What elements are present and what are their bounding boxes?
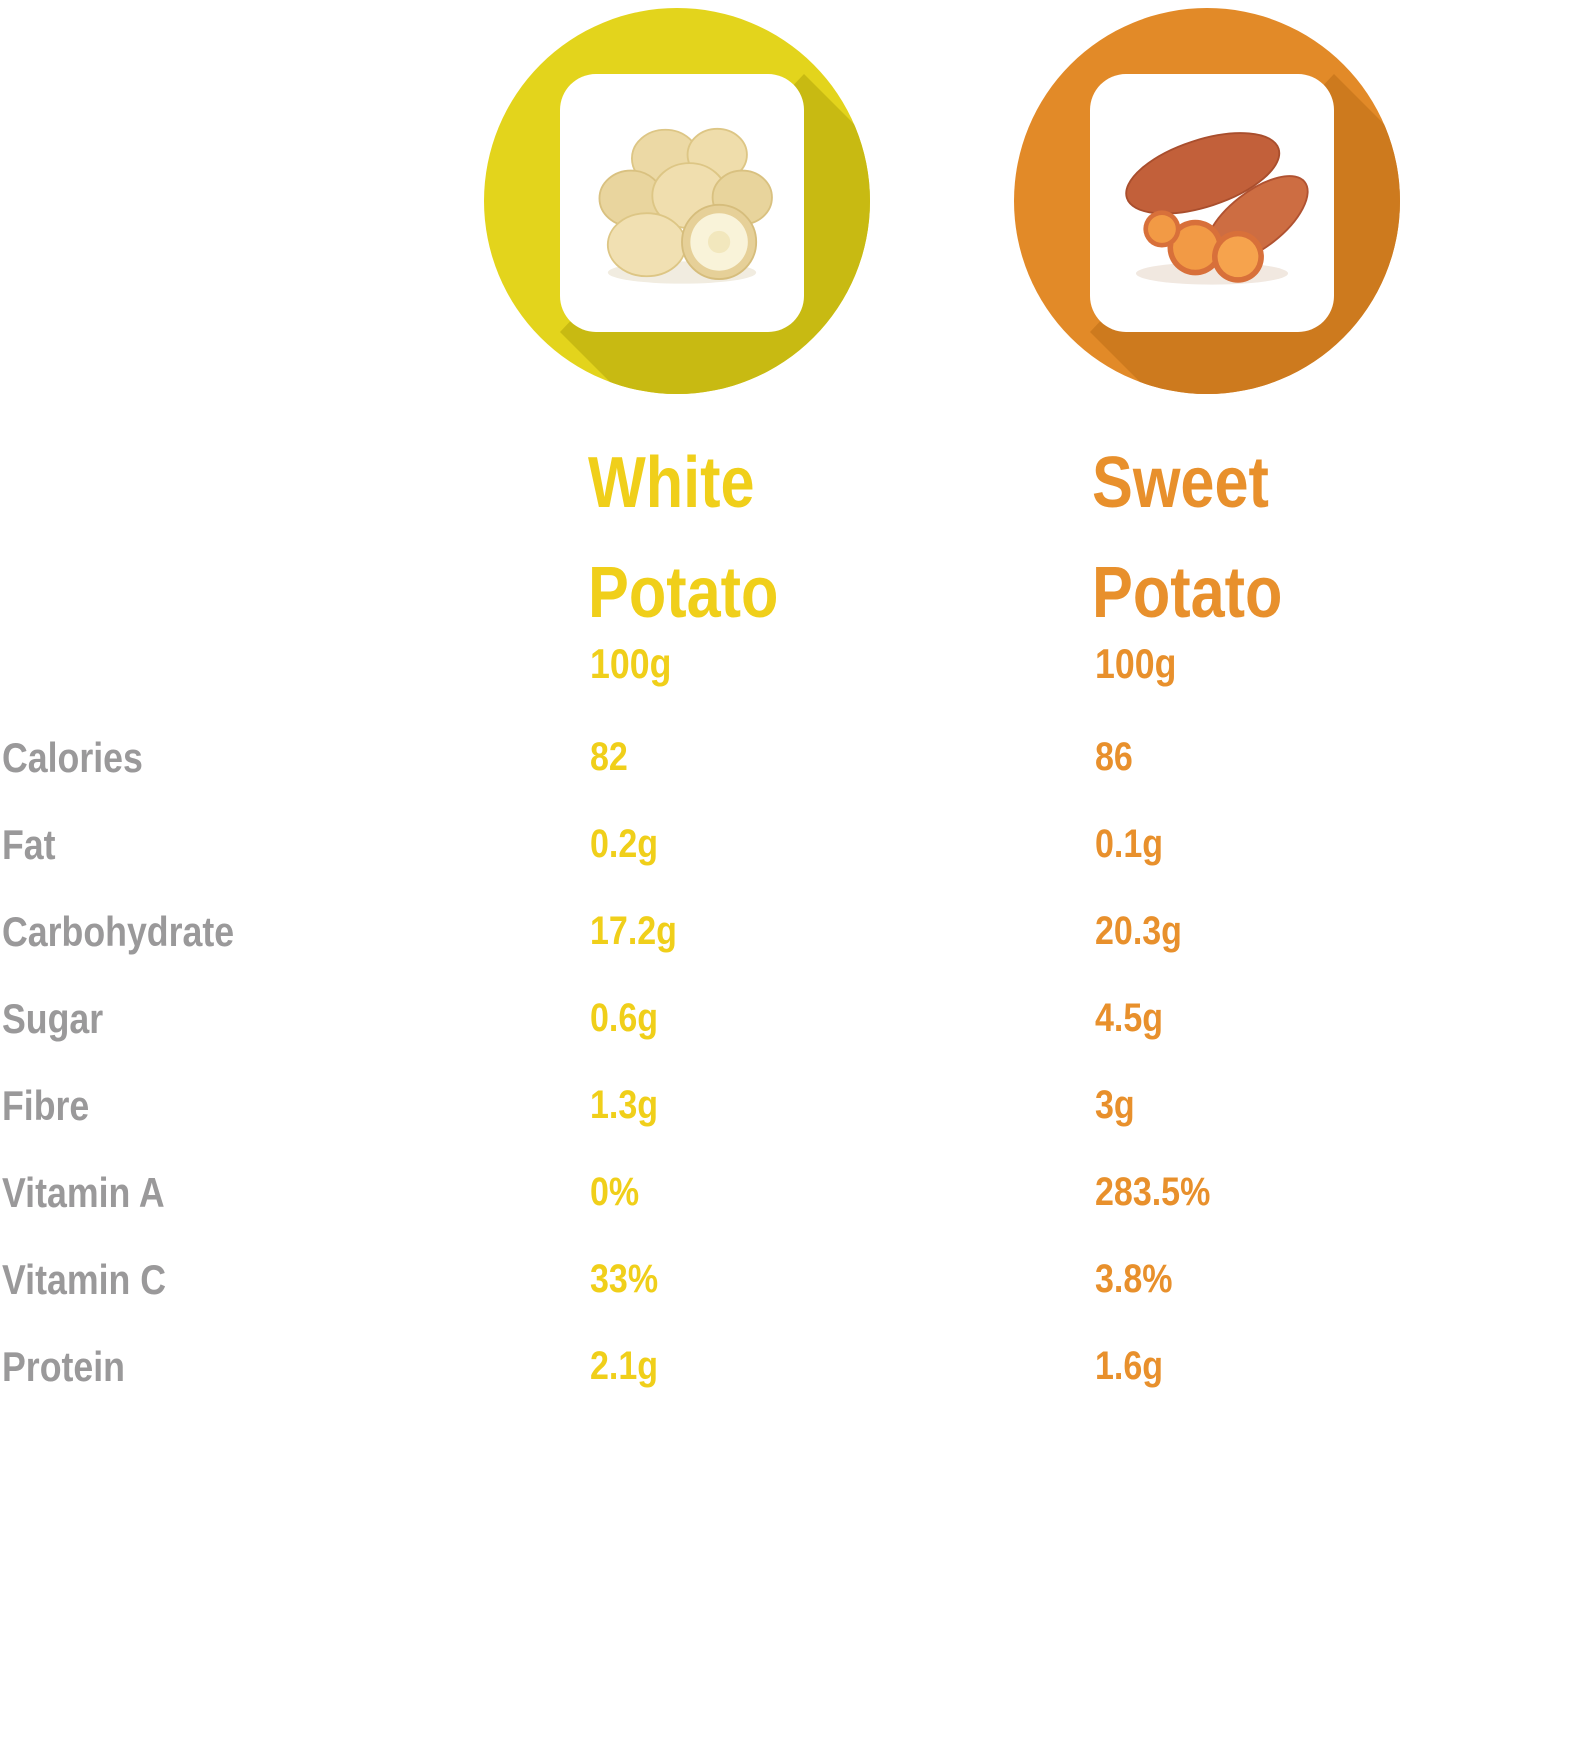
white-potato-photo-card — [560, 74, 804, 332]
row-label: Protein — [2, 1342, 125, 1390]
white-potato-value: 33% — [590, 1257, 659, 1301]
nutrition-table: Calories 82 86 Fat 0.2g 0.1g Carbohydrat… — [0, 714, 1580, 1410]
white-potato-serving-label: 100g — [590, 640, 672, 687]
sweet-potato-value: 283.5% — [1095, 1170, 1211, 1214]
sweet-potato-value: 86 — [1095, 735, 1133, 779]
row-label: Fat — [2, 820, 56, 868]
sweet-potato-value: 3g — [1095, 1083, 1135, 1127]
sweet-potato-serving-label: 100g — [1095, 640, 1177, 687]
white-potato-title: White Potato — [588, 428, 812, 648]
white-potato-badge — [484, 8, 870, 394]
white-potato-value: 0.6g — [590, 996, 659, 1040]
white-potato-value: 0.2g — [590, 822, 659, 866]
white-potato-value: 1.3g — [590, 1083, 659, 1127]
row-label: Carbohydrate — [2, 907, 235, 955]
sweet-potato-badge — [1014, 8, 1400, 394]
table-row-fibre: Fibre 1.3g 3g — [0, 1062, 1580, 1149]
table-row-vitamin-a: Vitamin A 0% 283.5% — [0, 1149, 1580, 1236]
sweet-potato-title-line1: Sweet — [1092, 443, 1269, 523]
row-label: Sugar — [2, 994, 104, 1042]
white-potato-serving: 100g — [590, 640, 686, 688]
sweet-potato-serving: 100g — [1095, 640, 1191, 688]
table-row-protein: Protein 2.1g 1.6g — [0, 1323, 1580, 1410]
table-row-calories: Calories 82 86 — [0, 714, 1580, 801]
white-potato-value: 2.1g — [590, 1344, 659, 1388]
sweet-potato-title: Sweet Potato — [1092, 428, 1316, 648]
white-potato-value: 17.2g — [590, 909, 677, 953]
row-label: Calories — [2, 733, 143, 781]
sweet-potato-value: 20.3g — [1095, 909, 1182, 953]
sweet-potato-value: 4.5g — [1095, 996, 1164, 1040]
white-potato-title-line2: Potato — [588, 553, 779, 633]
row-label: Vitamin C — [2, 1255, 166, 1303]
table-row-vitamin-c: Vitamin C 33% 3.8% — [0, 1236, 1580, 1323]
table-row-fat: Fat 0.2g 0.1g — [0, 801, 1580, 888]
row-label: Vitamin A — [2, 1168, 165, 1216]
white-potato-value: 0% — [590, 1170, 640, 1214]
white-potato-value: 82 — [590, 735, 628, 779]
sweet-potato-value: 3.8% — [1095, 1257, 1173, 1301]
sweet-potato-photo-card — [1090, 74, 1334, 332]
sweet-potato-value: 1.6g — [1095, 1344, 1164, 1388]
sweet-potato-title-line2: Potato — [1092, 553, 1283, 633]
white-potatoes-image — [598, 127, 773, 284]
sweet-potato-image — [1125, 132, 1309, 285]
table-row-sugar: Sugar 0.6g 4.5g — [0, 975, 1580, 1062]
white-potato-title-line1: White — [588, 443, 755, 523]
table-row-carbohydrate: Carbohydrate 17.2g 20.3g — [0, 888, 1580, 975]
row-label: Fibre — [2, 1081, 90, 1129]
sweet-potato-value: 0.1g — [1095, 822, 1164, 866]
